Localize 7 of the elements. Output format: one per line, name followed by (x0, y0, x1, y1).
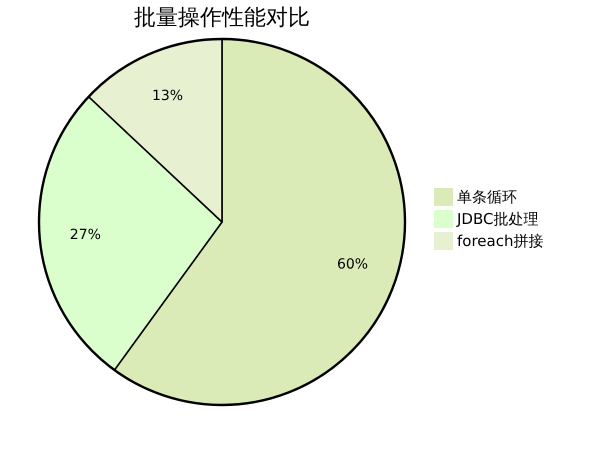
legend-label: foreach拼接 (457, 232, 544, 250)
chart-title: 批量操作性能对比 (134, 6, 310, 30)
legend-label: 单条循环 (457, 188, 517, 206)
legend-label: JDBC批处理 (456, 210, 538, 228)
data-label: 60% (336, 256, 368, 272)
data-label: 27% (70, 226, 101, 243)
data-label: 13% (152, 88, 184, 104)
